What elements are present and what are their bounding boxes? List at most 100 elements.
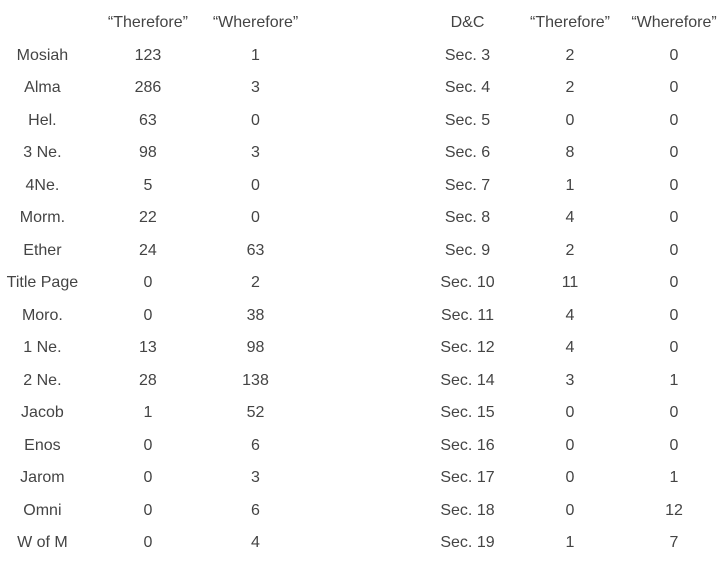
therefore-count-cell: 0: [143, 274, 153, 292]
table-row: Title Page 0 2: [0, 267, 300, 300]
table-row: Sec. 12 4 0: [420, 332, 723, 365]
therefore-count-cell: 0: [565, 111, 575, 129]
wherefore-count-cell: 0: [251, 111, 260, 129]
table-row: Sec. 18 0 12: [420, 495, 723, 528]
doctrine-and-covenants-word-count-table: D&C “Therefore” “Wherefore” Sec. 3 2 0 Sec.…: [420, 7, 723, 560]
wherefore-count-cell: 98: [246, 339, 265, 357]
column-header-section: D&C: [450, 14, 485, 32]
wherefore-count-cell: 0: [669, 79, 679, 97]
table-row: Sec. 15 0 0: [420, 397, 723, 430]
column-header-wherefore: “Wherefore”: [212, 14, 299, 32]
table-row: Sec. 7 1 0: [420, 170, 723, 203]
table-row: Hel. 63 0: [0, 105, 300, 138]
row-label-cell: 3 Ne.: [23, 144, 62, 162]
therefore-count-cell: 24: [139, 241, 157, 259]
wherefore-count-cell: 0: [669, 241, 679, 259]
wherefore-count-cell: 0: [251, 209, 260, 227]
wherefore-count-cell: 6: [251, 501, 260, 519]
row-label-cell: Sec. 10: [440, 274, 495, 292]
therefore-count-cell: 0: [565, 501, 575, 519]
table-row: Sec. 16 0 0: [420, 430, 723, 463]
table-row: Sec. 3 2 0: [420, 40, 723, 73]
wherefore-count-cell: 6: [251, 436, 260, 454]
table-body: Mosiah 123 1 Alma 28 6 3 Hel. 63 0 3 Ne. 98 3 4Ne. 5 0 M…: [0, 40, 300, 560]
therefore-count-cell: 2: [565, 79, 575, 97]
table-row: Jarom 0 3: [0, 462, 300, 495]
row-label-cell: Jarom: [20, 469, 65, 487]
row-label-cell: 2 Ne.: [23, 371, 62, 389]
column-header-wherefore: “Wherefore”: [631, 14, 717, 32]
row-label-cell: Moro.: [21, 306, 63, 324]
table-row: Sec. 4 2 0: [420, 72, 723, 105]
table-row: 3 Ne. 98 3: [0, 137, 300, 170]
therefore-count-cell: 0: [143, 469, 153, 487]
therefore-count-cell: 0: [565, 469, 575, 487]
table-row: Jacob 1 52: [0, 397, 300, 430]
row-label-cell: Sec. 12: [440, 339, 495, 357]
wherefore-count-cell: 0: [669, 404, 679, 422]
therefore-count-cell: 286: [134, 79, 162, 97]
therefore-count-cell: 11: [561, 274, 579, 292]
therefore-count-cell: 0: [143, 501, 153, 519]
therefore-count-cell: 2: [565, 241, 575, 259]
therefore-count-cell: 0: [143, 306, 153, 324]
table-header: “Therefore” “Wherefore”: [0, 7, 300, 40]
row-label-cell: Sec. 11: [440, 306, 495, 324]
therefore-count-cell: 3: [565, 371, 575, 389]
wherefore-count-cell: 1: [669, 469, 679, 487]
row-label-cell: Sec. 9: [444, 241, 491, 259]
table-row: Enos 0 6: [0, 430, 300, 463]
therefore-count-cell: 0: [565, 404, 575, 422]
table-row: 1 Ne. 13 98: [0, 332, 300, 365]
wherefore-count-cell: 52: [246, 404, 265, 422]
column-header-therefore: “Therefore”: [529, 14, 611, 32]
table-row: Sec. 11 4 0: [420, 300, 723, 333]
table-row: Mosiah 123 1: [0, 40, 300, 73]
wherefore-count-cell: 0: [669, 339, 679, 357]
table-body: Sec. 3 2 0 Sec. 4 2 0 Sec. 5 0 0 Sec. 6 8 0 Sec. 7 1 0…: [420, 40, 723, 560]
wherefore-count-cell: 12: [665, 501, 683, 519]
row-label-cell: Omni: [23, 501, 62, 519]
row-label-cell: Sec. 7: [444, 176, 491, 194]
wherefore-count-cell: 1: [669, 371, 679, 389]
row-label-cell: Enos: [24, 436, 61, 454]
wherefore-count-cell: 0: [669, 306, 679, 324]
table-row: Ether 24 63: [0, 235, 300, 268]
row-label-cell: 1 Ne.: [23, 339, 62, 357]
therefore-count-cell: 1: [143, 404, 153, 422]
table-row: 4Ne. 5 0: [0, 170, 300, 203]
therefore-count-cell: 98: [139, 144, 157, 162]
wherefore-count-cell: 0: [669, 209, 679, 227]
therefore-count-cell: 22: [139, 209, 157, 227]
row-label-cell: Sec. 14: [440, 371, 495, 389]
wherefore-count-cell: 3: [251, 469, 260, 487]
therefore-count-cell: 63: [139, 111, 157, 129]
wherefore-count-cell: 0: [669, 176, 679, 194]
table-row: Sec. 8 4 0: [420, 202, 723, 235]
row-label-cell: Jacob: [21, 404, 64, 422]
table-row: W of M 0 4: [0, 527, 300, 560]
row-label-cell: Sec. 3: [444, 46, 491, 64]
therefore-count-cell: 1: [565, 176, 575, 194]
wherefore-count-cell: 63: [246, 241, 265, 259]
therefore-count-cell: 5: [143, 176, 153, 194]
wherefore-count-cell: 7: [669, 534, 679, 552]
table-row: Alma 286 3: [0, 72, 300, 105]
therefore-count-cell: 0: [143, 436, 153, 454]
therefore-count-cell: 1: [565, 534, 575, 552]
wherefore-count-cell: 38: [246, 306, 265, 324]
row-label-cell: Sec. 4: [444, 79, 491, 97]
wherefore-count-cell: 2: [251, 274, 260, 292]
row-label-cell: Sec. 8: [444, 209, 491, 227]
therefore-count-cell: 4: [565, 209, 575, 227]
row-label-cell: Hel.: [28, 111, 57, 129]
therefore-count-cell: 28: [139, 371, 157, 389]
row-label-cell: Morm.: [19, 209, 66, 227]
row-label-cell: Alma: [24, 79, 61, 97]
wherefore-count-cell: 0: [669, 144, 679, 162]
table-row: Sec. 9 2 0: [420, 235, 723, 268]
table-row: Sec. 14 3 1: [420, 365, 723, 398]
wherefore-count-cell: 0: [669, 274, 679, 292]
column-header-book: [0, 7, 85, 40]
